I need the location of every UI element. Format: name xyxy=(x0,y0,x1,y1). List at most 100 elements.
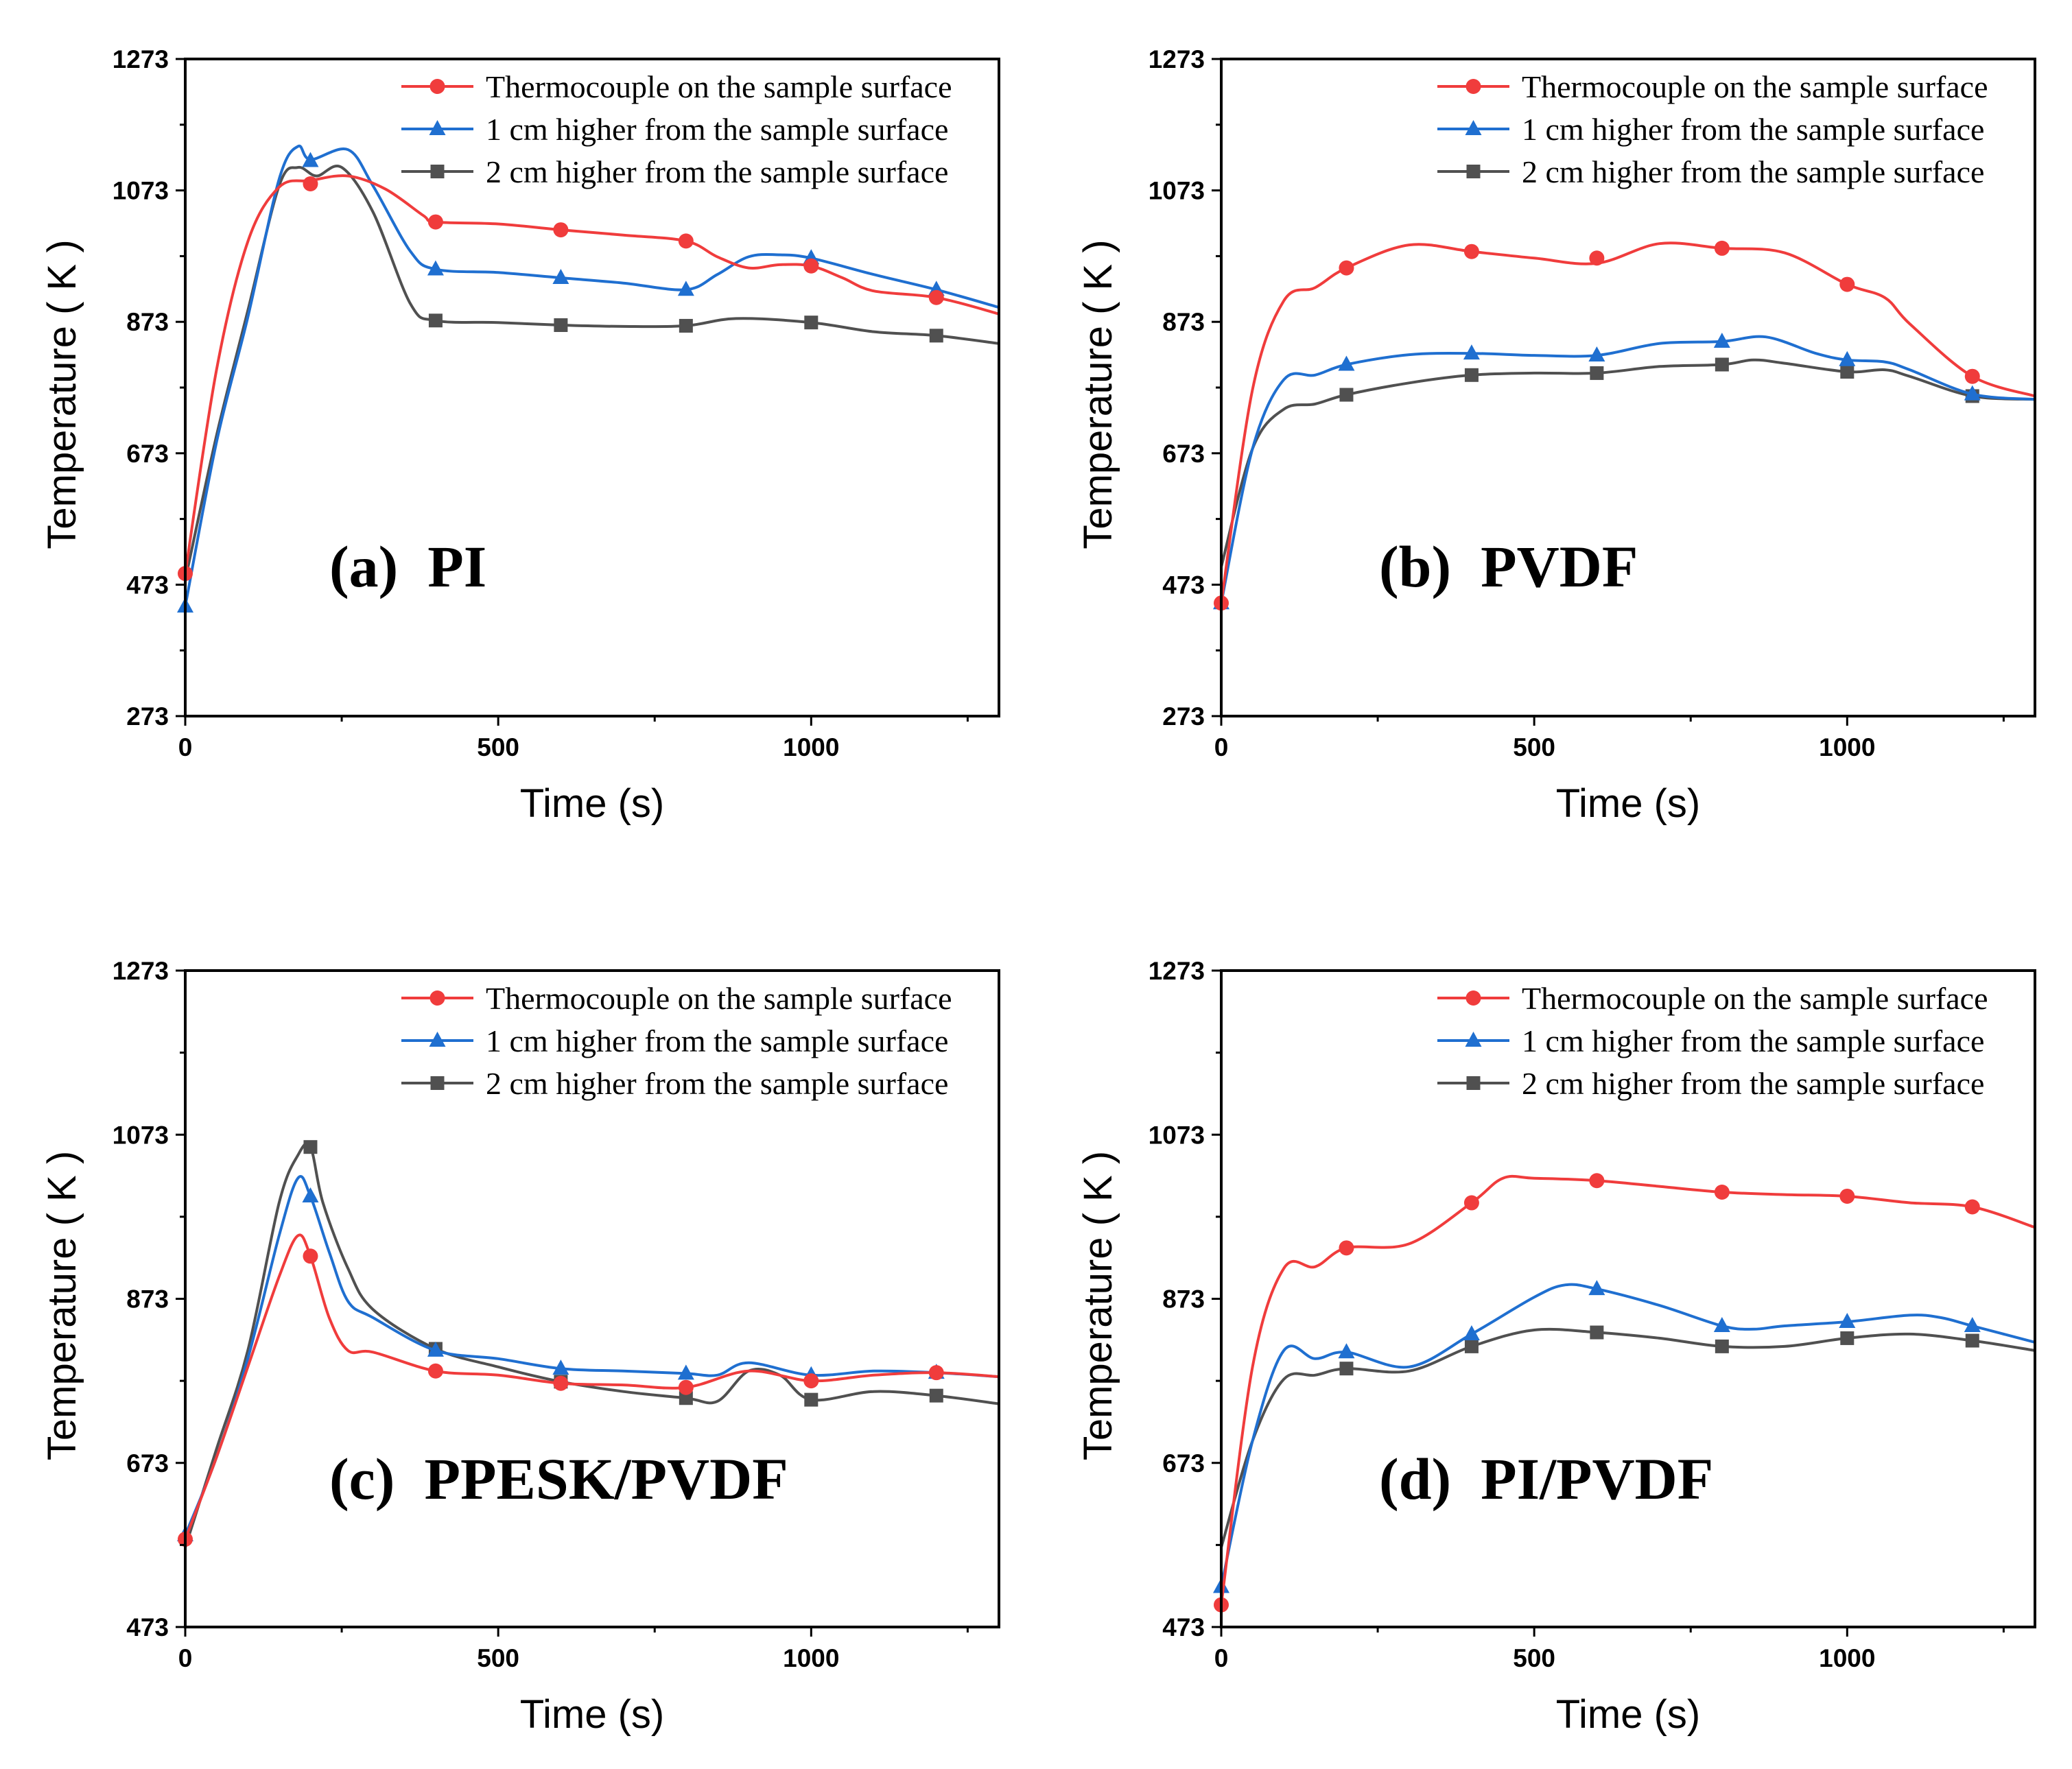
series-line xyxy=(184,144,1000,607)
y-tick-label: 1273 xyxy=(113,45,169,73)
legend-marker xyxy=(429,1032,446,1047)
data-point xyxy=(1964,368,1980,384)
x-tick-label: 0 xyxy=(1214,1644,1229,1672)
data-point xyxy=(678,1379,694,1395)
x-tick-label: 1000 xyxy=(1819,1644,1875,1672)
data-point xyxy=(552,269,569,285)
data-point xyxy=(1839,351,1856,366)
y-axis-title: Temperature ( K ) xyxy=(40,1151,84,1460)
legend-marker xyxy=(1465,1032,1482,1047)
data-point xyxy=(804,316,819,330)
x-tick-label: 500 xyxy=(477,733,519,761)
data-point xyxy=(803,258,819,274)
legend-label: 1 cm higher from the sample surface xyxy=(486,1023,948,1058)
data-point xyxy=(1839,1188,1855,1204)
data-point xyxy=(1463,344,1480,360)
data-point xyxy=(679,1391,693,1405)
panel-a: 0 500 1000 273 473 673 873 1073 1273 Time (s) Temp… xyxy=(40,45,1000,826)
series-line xyxy=(1220,241,2036,604)
series-0 xyxy=(178,1233,1000,1547)
legend-marker xyxy=(1465,990,1481,1006)
data-point xyxy=(678,233,694,249)
legend-marker xyxy=(1466,165,1481,178)
y-tick-label: 1273 xyxy=(1149,45,1205,73)
data-point xyxy=(427,214,443,230)
y-tick-label: 1073 xyxy=(1149,177,1205,205)
data-point xyxy=(1463,244,1479,259)
series-line xyxy=(1220,1327,2036,1548)
data-point xyxy=(1964,1316,1981,1332)
data-point xyxy=(677,281,694,296)
y-tick-label: 673 xyxy=(126,440,169,468)
legend-marker xyxy=(1465,120,1482,135)
panel-label: (a) PI xyxy=(329,534,486,599)
data-point xyxy=(1339,1362,1354,1376)
data-point xyxy=(1464,368,1479,382)
series-line xyxy=(184,174,1000,574)
data-point xyxy=(302,1187,319,1202)
data-point xyxy=(1965,1333,1979,1348)
panel-d: 0 500 1000 473 673 873 1073 1273 Time (s) Tempera… xyxy=(1076,957,2036,1737)
series-1 xyxy=(177,144,1000,613)
data-point xyxy=(1590,1325,1604,1340)
y-tick-label: 873 xyxy=(1162,1285,1205,1314)
y-tick-label: 1073 xyxy=(113,177,169,205)
data-point xyxy=(1714,1184,1730,1200)
data-point xyxy=(302,152,319,167)
y-tick-label: 1273 xyxy=(113,957,169,985)
data-point xyxy=(427,260,444,276)
y-tick-label: 873 xyxy=(126,1285,169,1314)
x-axis-title: Time (s) xyxy=(1556,1692,1700,1737)
series-0 xyxy=(1214,240,2036,611)
legend-label: 1 cm higher from the sample surface xyxy=(486,112,948,147)
panel-label: (c) PPESK/PVDF xyxy=(329,1446,788,1512)
y-tick-label: 473 xyxy=(126,571,169,599)
data-point xyxy=(1338,355,1355,371)
series-1 xyxy=(1213,1280,2036,1593)
series-line xyxy=(1220,358,2036,568)
data-point xyxy=(303,176,318,192)
x-tick-label: 0 xyxy=(178,1644,193,1672)
y-tick-label: 1273 xyxy=(1149,957,1205,985)
y-axis-title: Temperature ( K ) xyxy=(1076,239,1120,549)
y-axis-title: Temperature ( K ) xyxy=(1076,1151,1120,1460)
legend-label: Thermocouple on the sample surface xyxy=(486,981,952,1016)
y-axis-title: Temperature ( K ) xyxy=(40,239,84,549)
data-point xyxy=(552,1360,569,1375)
data-point xyxy=(1590,366,1604,380)
legend-label: 2 cm higher from the sample surface xyxy=(1522,1066,1984,1101)
series-2 xyxy=(184,165,1000,581)
data-point xyxy=(1839,276,1855,292)
data-point xyxy=(428,313,443,328)
series-line xyxy=(184,165,1000,581)
x-tick-label: 1000 xyxy=(783,1644,839,1672)
legend-label: Thermocouple on the sample surface xyxy=(1522,981,1988,1016)
data-point xyxy=(303,1140,318,1154)
data-point xyxy=(928,1365,944,1381)
x-tick-label: 1000 xyxy=(783,733,839,761)
series-0 xyxy=(1214,1173,2036,1613)
y-tick-label: 273 xyxy=(1162,702,1205,731)
legend: Thermocouple on the sample surface 1 cm h… xyxy=(1437,981,1988,1101)
legend-marker xyxy=(429,990,445,1006)
legend-label: 1 cm higher from the sample surface xyxy=(1522,1023,1984,1058)
y-tick-label: 1073 xyxy=(1149,1121,1205,1149)
y-tick-label: 673 xyxy=(126,1449,169,1477)
legend: Thermocouple on the sample surface 1 cm h… xyxy=(401,981,952,1101)
y-tick-label: 473 xyxy=(1162,1613,1205,1641)
series-line xyxy=(184,1142,1000,1548)
data-point xyxy=(929,329,943,343)
data-point xyxy=(804,1392,819,1407)
series-line xyxy=(1220,1174,2036,1605)
data-point xyxy=(1715,1339,1729,1353)
legend-label: 2 cm higher from the sample surface xyxy=(1522,154,1984,189)
data-point xyxy=(677,1364,694,1380)
data-point xyxy=(427,1363,443,1379)
data-point xyxy=(1463,1195,1479,1211)
legend-marker xyxy=(429,79,445,94)
legend-label: 2 cm higher from the sample surface xyxy=(486,154,948,189)
y-tick-label: 873 xyxy=(1162,308,1205,336)
data-point xyxy=(554,318,568,332)
x-tick-label: 0 xyxy=(1214,733,1229,761)
